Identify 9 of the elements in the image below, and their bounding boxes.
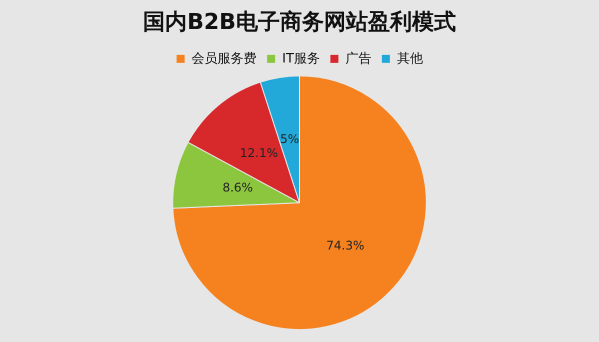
chart-title: 国内B2B电子商务网站盈利模式 bbox=[143, 8, 456, 35]
legend-label: 其他 bbox=[396, 51, 423, 66]
legend-label: IT服务 bbox=[282, 51, 320, 66]
data-label: 12.1% bbox=[240, 146, 278, 160]
data-label: 74.3% bbox=[326, 238, 364, 253]
legend-label: 广告 bbox=[345, 51, 372, 66]
legend-label: 会员服务费 bbox=[192, 51, 257, 66]
data-label: 5% bbox=[280, 132, 300, 146]
data-label: 8.6% bbox=[222, 180, 253, 195]
